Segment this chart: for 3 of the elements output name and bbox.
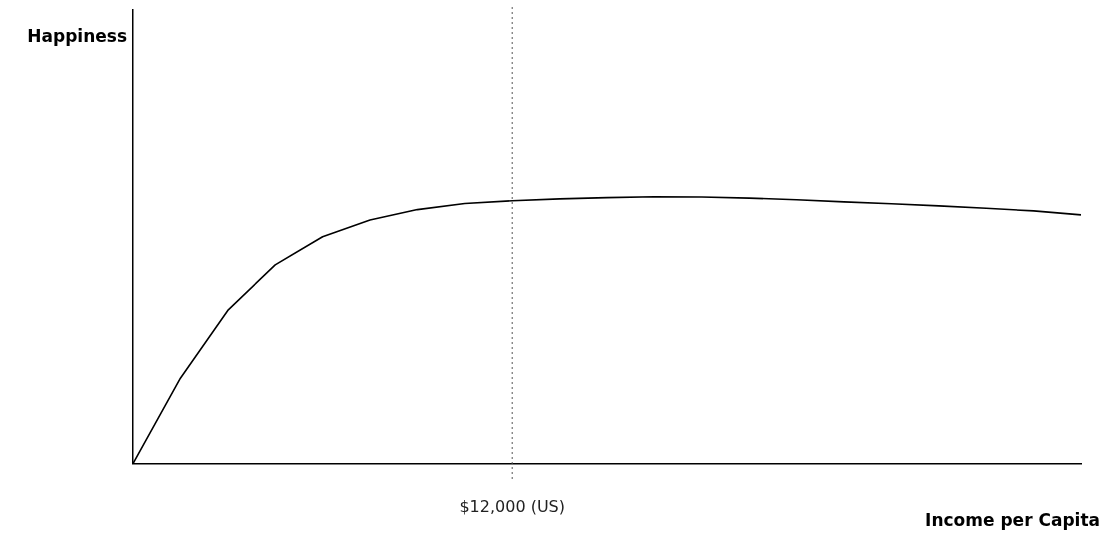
x-axis-title: Income per Capita — [925, 510, 1100, 531]
text: Happiness — [27, 26, 127, 47]
text: $12,000 (US) — [459, 496, 565, 516]
